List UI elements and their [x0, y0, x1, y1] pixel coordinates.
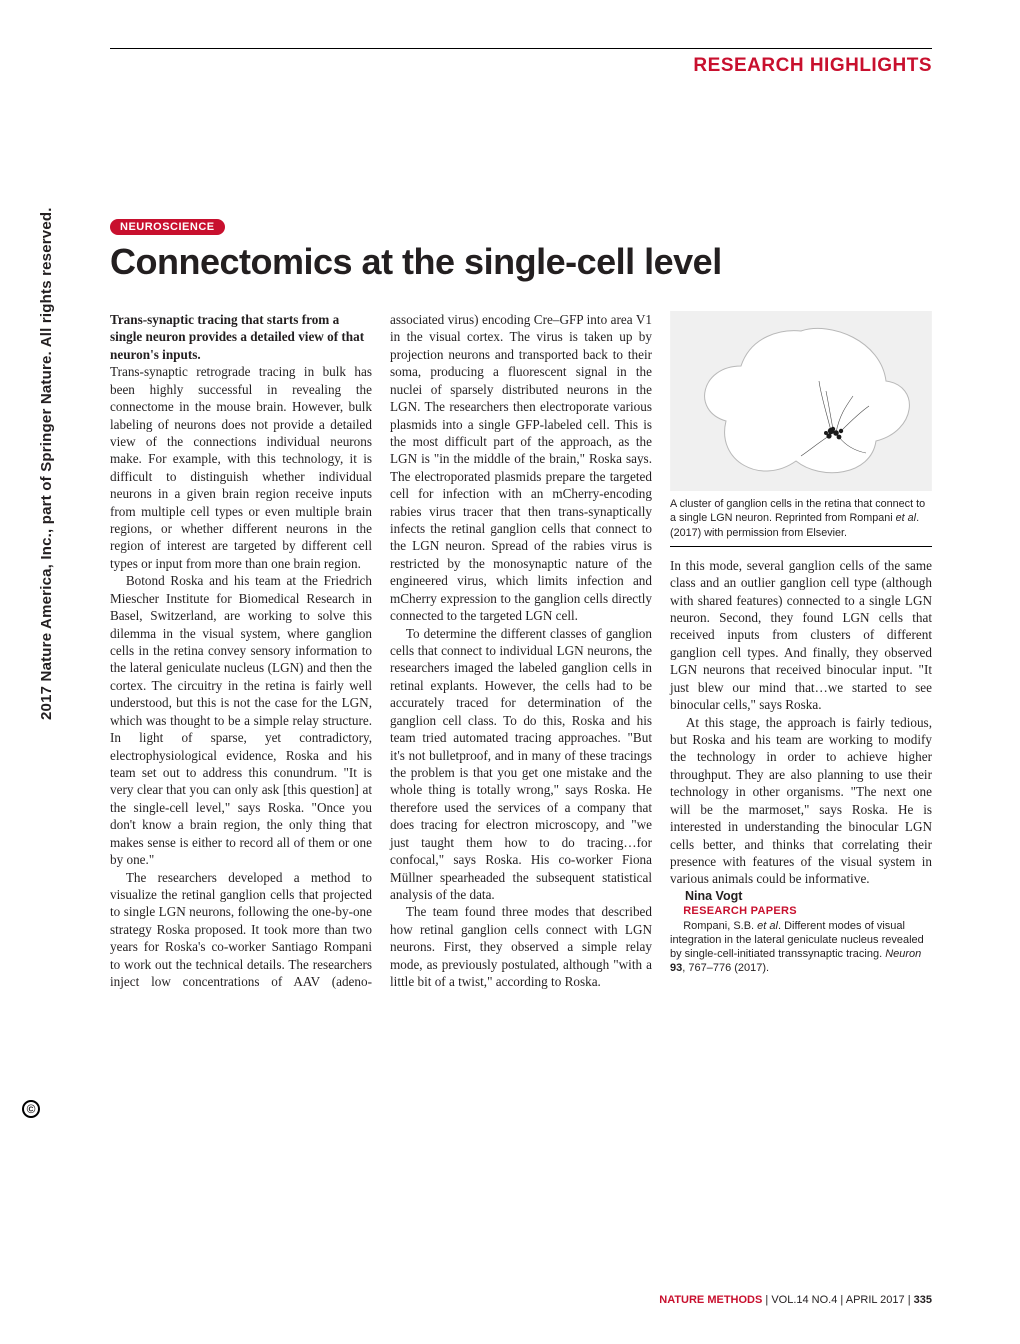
article-title: Connectomics at the single-cell level: [110, 241, 932, 283]
figure-image: [670, 311, 932, 491]
lead-paragraph: Trans-synaptic tracing that starts from …: [110, 311, 372, 363]
category-pill: NEUROSCIENCE: [110, 219, 225, 235]
ref-text: , 767–776 (2017).: [682, 962, 769, 974]
ref-text: Rompani, S.B.: [683, 920, 757, 932]
footer-sep: |: [837, 1294, 845, 1306]
footer-journal: NATURE METHODS: [659, 1294, 762, 1306]
ref-volume: 93: [670, 962, 682, 974]
paragraph: In this mode, several ganglion cells of …: [670, 557, 932, 714]
paragraph: Botond Roska and his team at the Friedri…: [110, 572, 372, 868]
page: RESEARCH HIGHLIGHTS NEUROSCIENCE Connect…: [0, 0, 1020, 1344]
caption-italic: et al: [896, 512, 916, 524]
article-body: Trans-synaptic tracing that starts from …: [110, 311, 932, 990]
footer-date: APRIL 2017: [846, 1294, 905, 1306]
figure: A cluster of ganglion cells in the retin…: [670, 311, 932, 547]
footer-page-number: 335: [914, 1294, 932, 1306]
section-header: RESEARCH HIGHLIGHTS: [110, 55, 932, 77]
ref-journal: Neuron: [885, 948, 921, 960]
paragraph: At this stage, the approach is fairly te…: [670, 714, 932, 888]
figure-caption: A cluster of ganglion cells in the retin…: [670, 491, 932, 547]
paragraph: The team found three modes that describe…: [390, 903, 652, 990]
footer-sep: |: [905, 1294, 914, 1306]
byline: Nina Vogt: [670, 888, 932, 905]
reference-entry: Rompani, S.B. et al. Different modes of …: [670, 919, 932, 975]
footer-sep: |: [762, 1294, 771, 1306]
top-rule: [110, 48, 932, 49]
references-heading: RESEARCH PAPERS: [670, 904, 932, 919]
caption-text: A cluster of ganglion cells in the retin…: [670, 498, 925, 524]
paragraph: To determine the different classes of ga…: [390, 625, 652, 904]
footer-volume: VOL.14 NO.4: [771, 1294, 837, 1306]
ref-italic: et al: [757, 920, 778, 932]
paragraph: Trans-synaptic retrograde tracing in bul…: [110, 363, 372, 572]
page-footer: NATURE METHODS | VOL.14 NO.4 | APRIL 201…: [659, 1294, 932, 1306]
